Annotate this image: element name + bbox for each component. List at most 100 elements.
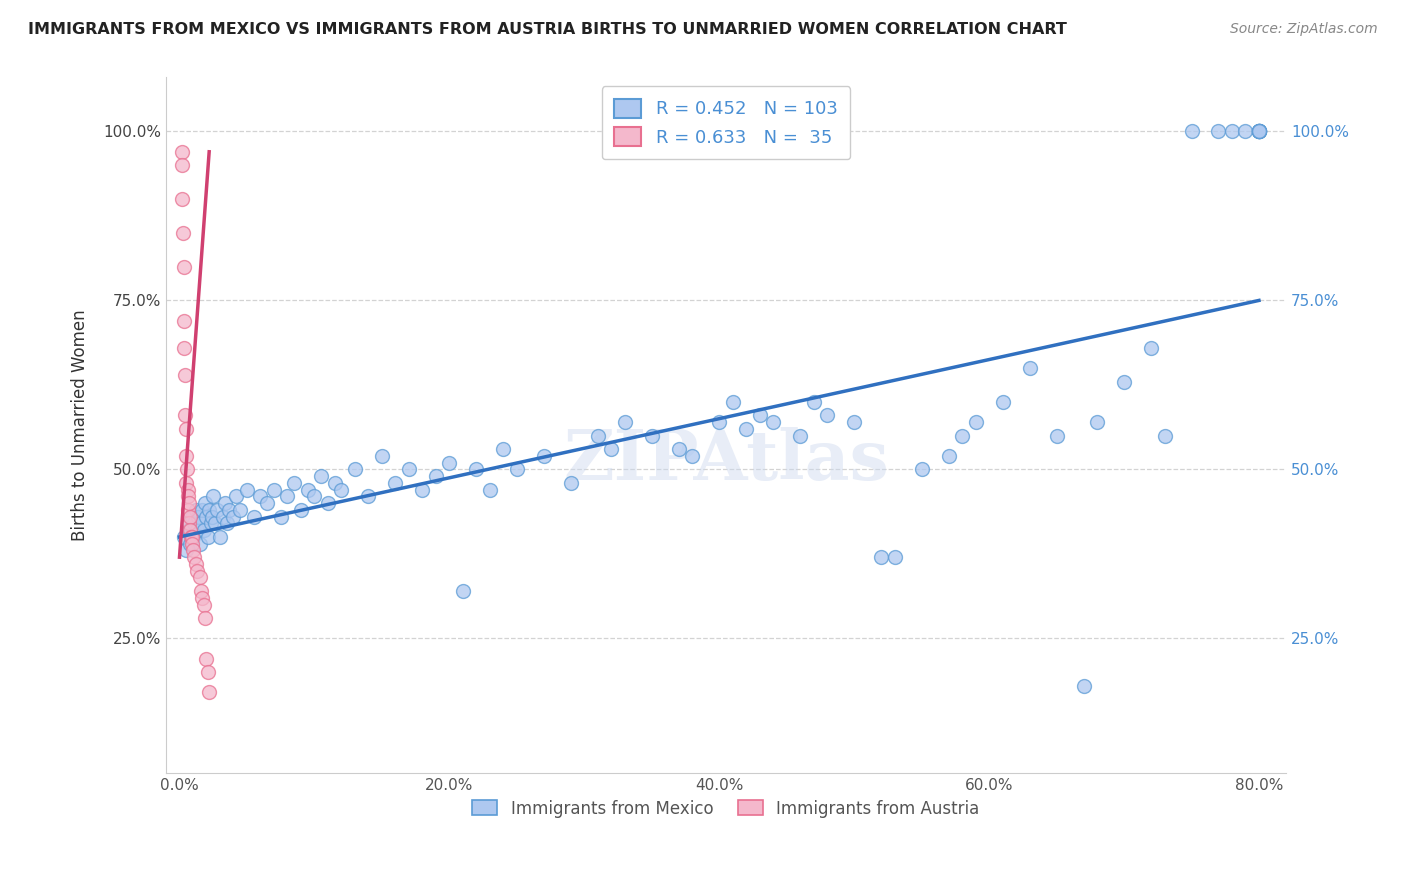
Point (950, 428, 973, 442)
Point (371, 449, 394, 463)
Point (425, 469, 447, 483)
Point (181, 537, 204, 551)
Point (177, 496, 200, 510)
Point (222, 509, 245, 524)
Point (748, 409, 770, 423)
Point (183, 550, 205, 565)
Point (1112, 375, 1135, 389)
Point (762, 415, 785, 429)
Point (991, 394, 1014, 409)
Point (1220, 124, 1243, 138)
Point (194, 496, 217, 510)
Point (965, 415, 987, 429)
Y-axis label: Births to Unmarried Women: Births to Unmarried Women (72, 310, 89, 541)
Point (173, 368, 195, 382)
Point (215, 516, 238, 531)
Point (180, 509, 202, 524)
Point (844, 415, 866, 429)
Text: Source: ZipAtlas.com: Source: ZipAtlas.com (1230, 22, 1378, 37)
Point (200, 516, 222, 531)
Point (263, 483, 285, 497)
Point (1247, 124, 1270, 138)
Point (478, 483, 501, 497)
Point (600, 442, 623, 456)
Point (198, 685, 221, 699)
Point (1247, 124, 1270, 138)
Point (256, 496, 278, 510)
Point (173, 260, 195, 274)
Point (218, 503, 240, 517)
Point (1018, 361, 1040, 376)
Point (1073, 679, 1095, 693)
Point (188, 537, 211, 551)
Point (357, 489, 380, 503)
Point (681, 449, 703, 463)
Point (190, 584, 212, 599)
Point (613, 415, 636, 429)
Point (1247, 124, 1270, 138)
Point (176, 503, 198, 517)
Point (181, 543, 204, 558)
Point (174, 475, 197, 490)
Point (179, 537, 201, 551)
Point (789, 428, 811, 442)
Point (1234, 124, 1257, 138)
Point (668, 442, 690, 456)
Point (343, 462, 366, 476)
Point (176, 462, 198, 476)
Point (330, 483, 353, 497)
Point (1247, 124, 1270, 138)
Point (172, 226, 194, 240)
Point (181, 530, 204, 544)
Point (411, 483, 433, 497)
Point (176, 483, 198, 497)
Point (309, 469, 332, 483)
Point (177, 523, 200, 537)
Point (174, 449, 197, 463)
Point (186, 523, 208, 537)
Point (1140, 341, 1163, 355)
Point (191, 591, 214, 605)
Point (316, 496, 339, 510)
Point (193, 598, 215, 612)
Point (1153, 428, 1175, 442)
Point (173, 341, 195, 355)
Point (176, 516, 198, 531)
Point (735, 422, 758, 436)
Point (170, 145, 193, 159)
Point (242, 509, 264, 524)
Point (1180, 124, 1202, 138)
Point (187, 509, 209, 524)
Point (249, 489, 271, 503)
Point (204, 516, 226, 531)
Text: IMMIGRANTS FROM MEXICO VS IMMIGRANTS FROM AUSTRIA BIRTHS TO UNMARRIED WOMEN CORR: IMMIGRANTS FROM MEXICO VS IMMIGRANTS FRO… (28, 22, 1067, 37)
Point (506, 462, 529, 476)
Legend: Immigrants from Mexico, Immigrants from Austria: Immigrants from Mexico, Immigrants from … (465, 793, 987, 824)
Point (180, 530, 202, 544)
Point (384, 475, 406, 490)
Point (174, 422, 197, 436)
Point (170, 158, 193, 172)
Point (180, 530, 202, 544)
Point (177, 489, 200, 503)
Point (870, 550, 893, 565)
Point (214, 496, 236, 510)
Point (451, 584, 474, 599)
Point (803, 394, 825, 409)
Point (465, 462, 488, 476)
Point (1085, 415, 1108, 429)
Point (721, 394, 744, 409)
Point (586, 428, 609, 442)
Point (883, 550, 905, 565)
Point (179, 509, 201, 524)
Point (184, 557, 207, 571)
Point (304, 489, 326, 503)
Point (188, 570, 211, 584)
Point (1208, 124, 1230, 138)
Point (208, 530, 231, 544)
Point (179, 523, 201, 537)
Point (177, 516, 200, 531)
Point (194, 611, 217, 625)
Point (195, 651, 218, 665)
Point (195, 509, 218, 524)
